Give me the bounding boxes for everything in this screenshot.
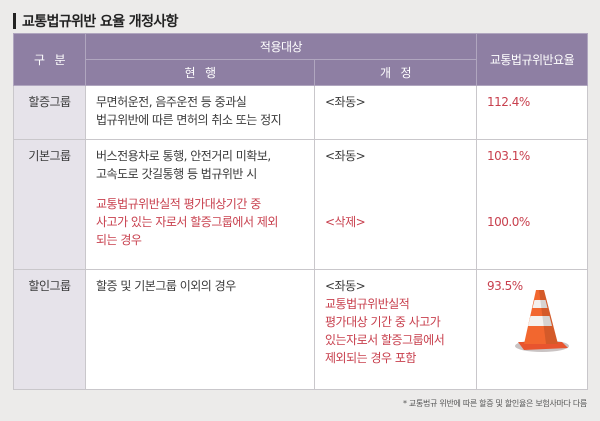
row-current: 할증 및 기본그룹 이외의 경우 [85, 269, 315, 390]
row-category: 할증그룹 [13, 85, 86, 140]
row-current: 버스전용차로 통행, 안전거리 미확보, 고속도로 갓길통행 등 법규위반 시 [96, 149, 271, 181]
row-rate-cell: 103.1% 100.0% [476, 139, 589, 270]
row-rate-sub: 100.0% [487, 215, 530, 229]
row-revised-sub: <삭제> [325, 215, 366, 229]
table-row: 기본그룹 버스전용차로 통행, 안전거리 미확보, 고속도로 갓길통행 등 법규… [13, 139, 589, 270]
row-rate: 112.4% [476, 85, 589, 140]
title-marker [13, 13, 16, 29]
row-current-cell: 버스전용차로 통행, 안전거리 미확보, 고속도로 갓길통행 등 법규위반 시 … [85, 139, 315, 270]
header-current: 현 행 [85, 59, 315, 86]
row-revised: <좌동> [325, 279, 366, 293]
rate-revision-table: 구 분 적용대상 교통법규위반요율 현 행 개 정 할증그룹 무면허운전, 음주… [13, 33, 589, 390]
row-rate: 93.5% [476, 269, 589, 390]
header-category: 구 분 [13, 33, 86, 86]
page-title-text: 교통법규위반 요율 개정사항 [22, 14, 179, 30]
table-row: 할증그룹 무면허운전, 음주운전 등 중과실 법규위반에 따른 면허의 취소 또… [13, 85, 589, 140]
table-row: 할인그룹 할증 및 기본그룹 이외의 경우 <좌동> 교통법규위반실적 평가대상… [13, 269, 589, 390]
footnote: * 교통법규 위반에 따른 할증 및 할인율은 보험사마다 다름 [402, 399, 587, 408]
row-category: 할인그룹 [13, 269, 86, 390]
row-category: 기본그룹 [13, 139, 86, 270]
row-revised: <좌동> [325, 149, 366, 163]
page-title: 교통법규위반 요율 개정사항 [13, 11, 179, 31]
header-target: 적용대상 [84, 33, 478, 60]
header-rate: 교통법규위반요율 [476, 33, 589, 86]
row-rate: 103.1% [487, 149, 530, 163]
row-current-sub: 교통법규위반실적 평가대상기간 중 사고가 있는 자로서 할증그룹에서 제외 되… [96, 197, 278, 247]
row-current: 무면허운전, 음주운전 등 중과실 법규위반에 따른 면허의 취소 또는 정지 [85, 85, 315, 140]
row-revised-cell: <좌동> 교통법규위반실적 평가대상 기간 중 사고가 있는자로서 할증그룹에서… [313, 269, 478, 390]
row-revised: <좌동> [313, 85, 478, 140]
row-revised-note: 교통법규위반실적 평가대상 기간 중 사고가 있는자로서 할증그룹에서 제외되는… [325, 297, 445, 365]
traffic-cone-icon [515, 290, 569, 352]
header-revised: 개 정 [313, 59, 478, 86]
row-revised-cell: <좌동> <삭제> [313, 139, 478, 270]
